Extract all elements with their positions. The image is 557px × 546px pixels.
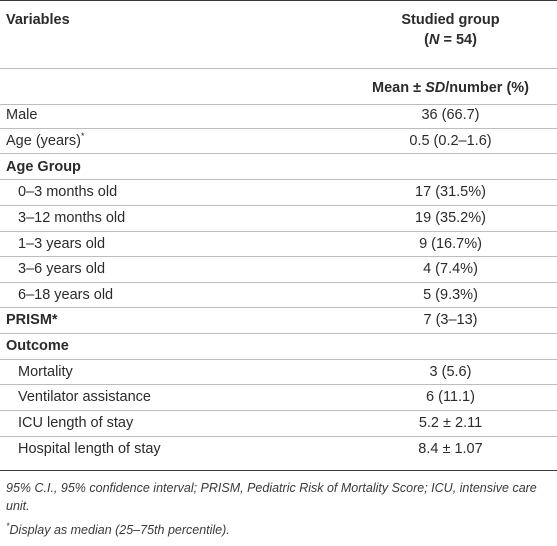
header-mean: Mean ± bbox=[371, 80, 426, 96]
age-years-marker: * bbox=[80, 131, 85, 142]
table-top-rule bbox=[0, 0, 557, 1]
row-value-1-3-years: 9 (16.7%) bbox=[419, 236, 482, 252]
row-value-male: 36 (66.7) bbox=[421, 107, 480, 123]
row-divider bbox=[0, 153, 557, 154]
row-divider bbox=[0, 410, 557, 411]
row-divider bbox=[0, 436, 557, 437]
header-rule bbox=[0, 68, 557, 69]
row-value-prism: 7 (3–13) bbox=[423, 312, 478, 328]
header-sd: SD bbox=[425, 80, 446, 96]
header-n-close: = 54) bbox=[439, 32, 477, 48]
row-label-1-3-years: 1–3 years old bbox=[18, 236, 106, 252]
row-label-icu-length-of-stay: ICU length of stay bbox=[18, 415, 134, 431]
footnote-median: *Display as median (25–75th percentile). bbox=[6, 521, 551, 539]
row-divider bbox=[0, 282, 557, 283]
row-divider bbox=[0, 333, 557, 334]
row-value-hospital-length-of-stay: 8.4 ± 1.07 bbox=[418, 441, 483, 457]
row-label-3-6-years: 3–6 years old bbox=[18, 261, 106, 277]
footnote-median-text: Display as median (25–75th percentile). bbox=[9, 523, 230, 537]
row-label-0-3-months: 0–3 months old bbox=[18, 184, 118, 200]
row-label-ventilator-assistance: Ventilator assistance bbox=[18, 389, 151, 405]
row-value-icu-length-of-stay: 5.2 ± 2.11 bbox=[418, 415, 483, 431]
row-label-6-18-years: 6–18 years old bbox=[18, 287, 114, 303]
row-value-3-12-months: 19 (35.2%) bbox=[415, 210, 486, 226]
table-bottom-rule bbox=[0, 470, 557, 471]
row-value-ventilator-assistance: 6 (11.1) bbox=[426, 389, 475, 405]
row-label-mortality: Mortality bbox=[18, 364, 73, 380]
row-label-age-years: Age (years)* bbox=[6, 131, 84, 151]
row-label-hospital-length-of-stay: Hospital length of stay bbox=[18, 441, 161, 457]
age-years-text: Age (years) bbox=[6, 133, 81, 149]
row-divider bbox=[0, 384, 557, 385]
row-value-0-3-months: 17 (31.5%) bbox=[415, 184, 486, 200]
row-divider bbox=[0, 231, 557, 232]
row-divider bbox=[0, 359, 557, 360]
row-label-prism: PRISM* bbox=[6, 312, 58, 328]
subheader-rule bbox=[0, 104, 557, 105]
row-value-mortality: 3 (5.6) bbox=[429, 364, 472, 380]
row-divider bbox=[0, 128, 557, 129]
row-label-3-12-months: 3–12 months old bbox=[18, 210, 126, 226]
row-label-outcome: Outcome bbox=[6, 338, 69, 354]
header-n-open: ( bbox=[424, 32, 429, 48]
row-value-age-years: 0.5 (0.2–1.6) bbox=[409, 133, 492, 149]
row-value-3-6-years: 4 (7.4%) bbox=[423, 261, 478, 277]
row-divider bbox=[0, 307, 557, 308]
row-divider bbox=[0, 205, 557, 206]
header-n-italic: N bbox=[428, 32, 440, 48]
row-label-male: Male bbox=[6, 107, 38, 123]
row-label-age-group: Age Group bbox=[6, 159, 81, 175]
footnote-marker: * bbox=[6, 520, 10, 531]
row-divider bbox=[0, 256, 557, 257]
row-divider bbox=[0, 179, 557, 180]
header-mean-sd: Mean ± SD/number (%) bbox=[348, 78, 553, 98]
footnote-abbreviations: 95% C.I., 95% confidence interval; PRISM… bbox=[6, 481, 537, 513]
header-number-pct: /number (%) bbox=[445, 80, 530, 96]
header-sample-size: (N = 54) bbox=[348, 30, 553, 50]
row-value-6-18-years: 5 (9.3%) bbox=[423, 287, 478, 303]
header-studied-group: Studied group bbox=[401, 12, 500, 28]
header-variables: Variables bbox=[6, 12, 70, 28]
